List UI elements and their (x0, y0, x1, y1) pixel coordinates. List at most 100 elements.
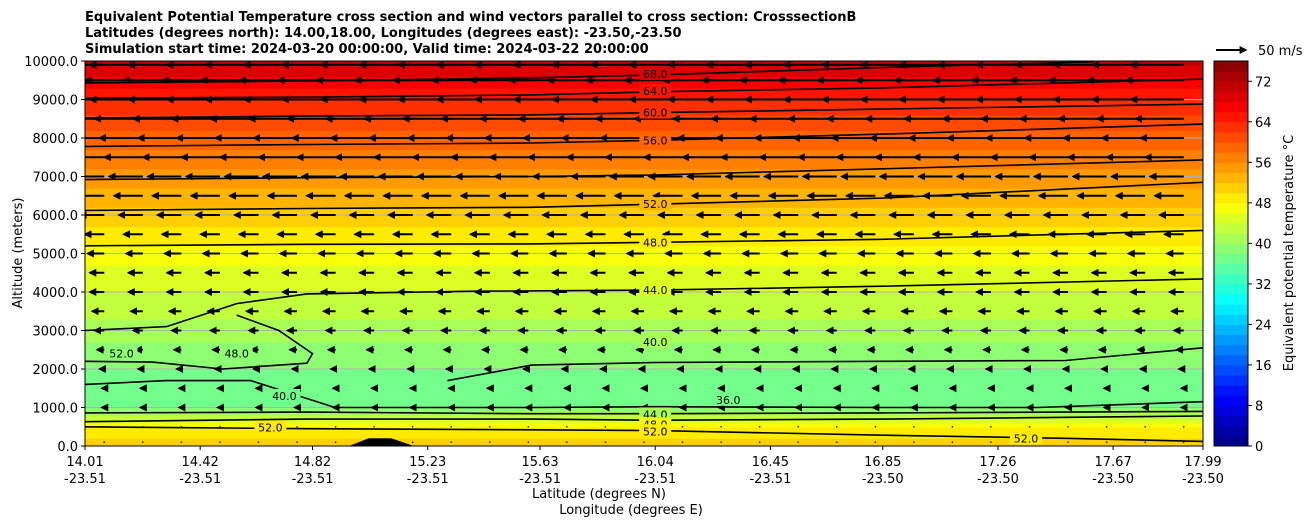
field-band (85, 315, 1203, 320)
wind-vector (797, 441, 800, 443)
contour-label-bg (639, 335, 672, 349)
colorbar-tick-label: 56 (1255, 156, 1272, 171)
x-tick-label-longitude: -23.51 (407, 472, 449, 487)
contour-line (85, 103, 1203, 119)
colorbar-swatch (1214, 142, 1248, 153)
y-tick-label: 1000.0 (33, 402, 79, 417)
contour-label: 60.0 (639, 105, 672, 120)
wind-vector (913, 425, 915, 428)
x-axis-label-longitude: Longitude (degrees E) (559, 503, 703, 518)
colorbar-swatch (1214, 212, 1248, 224)
x-tick-label-longitude: -23.50 (1182, 472, 1224, 487)
contour-label: 52.0 (105, 346, 138, 361)
contour-label-text: 48.0 (224, 348, 249, 361)
y-tick-label: 10000.0 (24, 55, 78, 70)
x-tick-label-latitude: 17.67 (1095, 455, 1132, 470)
x-axis-label-latitude: Latitude (degrees N) (532, 487, 666, 502)
contour-label-bg (639, 197, 672, 211)
wind-vector (334, 425, 337, 428)
x-tick-label-longitude: -23.51 (519, 472, 561, 487)
field-band (85, 211, 1203, 216)
wind-vector (990, 425, 992, 428)
colorbar-swatch (1214, 415, 1248, 427)
contour-label-text: 60.0 (643, 107, 668, 120)
contour-label-text: 56.0 (643, 134, 668, 147)
wind-vector (411, 441, 414, 443)
field-band (85, 226, 1203, 231)
contour-label-bg (268, 388, 301, 402)
contour-label-bg (639, 133, 672, 147)
contour-label-text: 68.0 (643, 68, 668, 81)
contour-line (85, 415, 1203, 423)
contour-label-bg (220, 346, 253, 360)
colorbar-tick-label: 48 (1255, 197, 1272, 212)
field-band (85, 330, 1203, 335)
field-band (85, 188, 1203, 193)
field-band (85, 438, 1203, 443)
contour-label-bg (639, 424, 672, 438)
colorbar-tick-label: 64 (1255, 116, 1272, 131)
contour-label: 48.0 (639, 235, 672, 249)
contour-label-bg (639, 84, 672, 98)
field-band (85, 191, 1203, 197)
colorbar-frame (1213, 60, 1249, 447)
wind-vector (835, 425, 838, 428)
wind-vector (527, 425, 530, 428)
y-tick-label: 5000.0 (33, 248, 79, 263)
field-band (85, 280, 1203, 285)
colorbar-tick-label: 24 (1255, 318, 1272, 333)
quiver-key-label: 50 m/s (1258, 44, 1303, 59)
contour-label: 68.0 (639, 67, 672, 81)
wind-vector (527, 441, 530, 443)
colorbar-swatch (1214, 314, 1248, 325)
colorbar-swatch (1214, 223, 1248, 234)
contour-label: 40.0 (268, 388, 301, 403)
colorbar-swatch (1214, 395, 1248, 406)
x-tick-label-longitude: -23.51 (179, 472, 221, 487)
colorbar-swatch (1214, 182, 1248, 194)
wind-vector (142, 425, 144, 428)
colorbar-swatch (1214, 192, 1248, 204)
field-band (85, 349, 1203, 355)
colorbar-swatch (1214, 253, 1248, 265)
wind-vector (951, 425, 954, 428)
field-band (85, 145, 1203, 151)
wind-vector (681, 441, 684, 443)
contour-label-bg (105, 346, 138, 360)
wind-vector (604, 425, 607, 428)
colorbar-swatch (1214, 334, 1248, 346)
chart-title: Equivalent Potential Temperature cross s… (85, 10, 856, 57)
y-tick-label: 4000.0 (33, 286, 79, 301)
contour-line (85, 78, 1203, 100)
field-band (85, 149, 1203, 154)
colorbar-swatch (1214, 364, 1248, 376)
field-band (85, 164, 1203, 170)
field-band (85, 265, 1203, 270)
x-tick-label-longitude: -23.51 (634, 472, 676, 487)
y-tick-label: 3000.0 (33, 325, 79, 340)
colorbar-tick-label: 72 (1255, 75, 1272, 90)
y-tick-label: 7000.0 (33, 171, 79, 186)
colorbar-swatch (1214, 354, 1248, 366)
wind-vector (720, 441, 722, 443)
contour-line (85, 123, 1203, 148)
field-band (85, 122, 1203, 128)
x-tick-label-longitude: -23.50 (862, 472, 904, 487)
wind-vector (913, 441, 915, 443)
field-band (85, 230, 1203, 235)
field-band (85, 268, 1203, 274)
colorbar-swatch (1214, 152, 1248, 163)
x-tick-label-latitude: 15.23 (409, 455, 446, 470)
field-band (85, 303, 1203, 308)
wind-vector (257, 441, 260, 443)
y-tick-label: 8000.0 (33, 132, 79, 147)
colorbar-swatch (1214, 344, 1248, 356)
contour-label-text: 44.0 (643, 284, 668, 297)
field-band (85, 253, 1203, 258)
colorbar-swatch (1214, 81, 1248, 92)
colorbar-swatch (1214, 273, 1248, 285)
wind-vector (373, 425, 375, 428)
wind-vector (219, 441, 221, 443)
field-band (85, 99, 1203, 104)
field-band (85, 353, 1203, 359)
